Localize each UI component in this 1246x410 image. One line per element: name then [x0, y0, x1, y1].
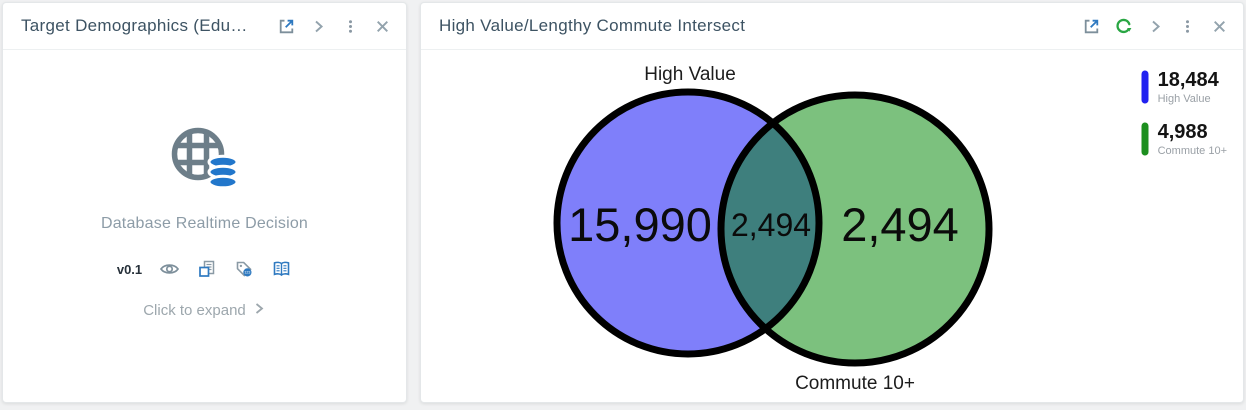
expand-chevron-icon — [252, 301, 266, 320]
widget-header-actions — [277, 17, 392, 36]
tag-icon[interactable]: 123 — [234, 259, 254, 279]
legend-label: Commute 10+ — [1157, 145, 1227, 157]
venn-diagram: High Value Commute 10+ 15,990 2,494 2,49… — [553, 64, 993, 394]
copy-icon[interactable] — [197, 259, 217, 279]
legend-swatch-high-value — [1141, 70, 1149, 104]
legend-item-high-value: 18,484 High Value — [1141, 70, 1227, 105]
legend-value: 18,484 — [1157, 69, 1219, 91]
widget-header: High Value/Lengthy Commute Intersect — [421, 3, 1243, 50]
legend-item-commute: 4,988 Commute 10+ — [1141, 122, 1227, 157]
venn-value-commute-only: 2,494 — [841, 198, 959, 251]
venn-set-high-value-outline — [553, 88, 823, 358]
venn-label-high-value: High Value — [644, 64, 736, 85]
venn-set-commute-outline — [717, 91, 993, 367]
widget-title: Target Demographics (Edu… — [21, 16, 248, 35]
widget-body: Database Realtime Decision v0.1 — [3, 50, 406, 402]
refresh-icon[interactable] — [1114, 17, 1133, 36]
svg-text:123: 123 — [245, 271, 251, 275]
close-icon[interactable] — [373, 17, 392, 36]
open-in-new-icon[interactable] — [277, 17, 296, 36]
legend-label: High Value — [1157, 93, 1211, 105]
legend-value: 4,988 — [1157, 121, 1208, 143]
chevron-right-icon[interactable] — [1146, 17, 1165, 36]
legend-swatch-commute — [1141, 122, 1149, 156]
widget-body: High Value Commute 10+ 15,990 2,494 2,49… — [421, 50, 1243, 402]
widget-header-actions — [1082, 17, 1229, 36]
widget-target-demographics: Target Demographics (Edu… — [2, 2, 407, 403]
version-row: v0.1 — [117, 259, 292, 279]
venn-legend: 18,484 High Value 4,988 Commute 10+ — [1141, 70, 1227, 157]
widget-venn-intersect: High Value/Lengthy Commute Intersect — [420, 2, 1244, 403]
venn-value-intersection: 2,494 — [731, 207, 811, 243]
venn-label-commute: Commute 10+ — [795, 373, 915, 394]
venn-intersection-region[interactable] — [721, 95, 989, 363]
widget-title: High Value/Lengthy Commute Intersect — [439, 16, 746, 35]
version-label: v0.1 — [116, 261, 143, 277]
chevron-right-icon[interactable] — [309, 17, 328, 36]
kebab-menu-icon[interactable] — [1178, 17, 1197, 36]
kebab-menu-icon[interactable] — [341, 17, 360, 36]
open-in-new-icon[interactable] — [1082, 17, 1101, 36]
widget-header: Target Demographics (Edu… — [3, 3, 406, 50]
expand-label: Click to expand — [143, 302, 246, 319]
eye-icon[interactable] — [159, 259, 180, 279]
close-icon[interactable] — [1210, 17, 1229, 36]
venn-value-high-value-only: 15,990 — [568, 198, 712, 251]
book-icon[interactable] — [271, 259, 292, 279]
node-title: Database Realtime Decision — [100, 215, 309, 232]
expand-link[interactable]: Click to expand — [143, 301, 266, 320]
globe-database-icon — [166, 122, 244, 195]
